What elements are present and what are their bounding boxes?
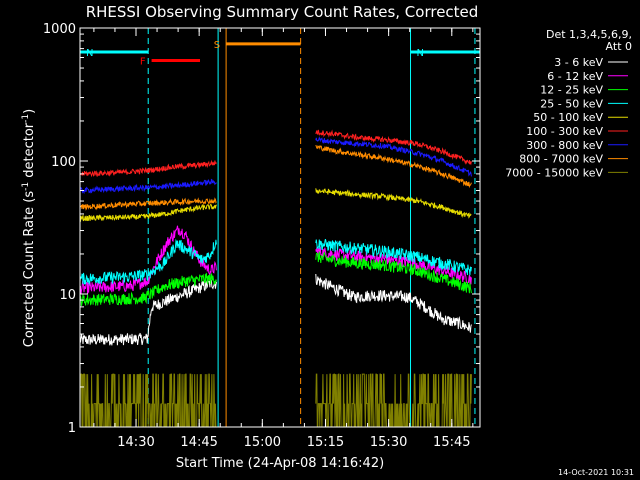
series-3-6-line-a xyxy=(79,278,217,346)
legend-label-4: 25 - 50 keV xyxy=(540,97,603,110)
y-tick-label-1: 1 xyxy=(68,421,76,436)
annotation-label-4: S xyxy=(214,40,220,51)
y-tick-label-2: 10 xyxy=(59,288,76,303)
legend-label-9: 7000 - 15000 keV xyxy=(505,166,603,179)
data-layer: F N N S xyxy=(79,28,480,428)
y-axis-label: Corrected Count Rate (s-1 detector-1) xyxy=(21,109,37,347)
series-100-300-line-b xyxy=(315,129,472,166)
series-25-50-line-b xyxy=(315,238,472,276)
series-300-800-line-b xyxy=(315,136,472,177)
x-tick-label-5: 15:30 xyxy=(370,435,407,450)
y-label-part-2: detector xyxy=(22,122,37,182)
series-50-100-line-a xyxy=(79,203,217,223)
legend-header-line2: Att 0 xyxy=(606,40,632,53)
x-tick-label-2: 14:45 xyxy=(180,435,217,450)
series-800-7000-line-b xyxy=(315,144,472,189)
series-6-12-line-b xyxy=(315,246,472,285)
plot-frame xyxy=(79,27,481,428)
y-tick-label-3: 100 xyxy=(51,155,76,170)
legend-label-3: 12 - 25 keV xyxy=(540,84,603,97)
legend-label-5: 50 - 100 keV xyxy=(533,111,603,124)
annotation-label-1: F xyxy=(140,56,146,67)
series-12-25-line-a xyxy=(79,272,217,306)
legend-label-1: 3 - 6 keV xyxy=(554,56,603,69)
x-tick-label-6: 15:45 xyxy=(433,435,470,450)
legend-label-8: 800 - 7000 keV xyxy=(519,153,603,166)
chart-title: RHESSI Observing Summary Count Rates, Co… xyxy=(86,3,479,21)
annotation-label-2: N xyxy=(86,48,93,59)
x-tick-label-4: 15:15 xyxy=(307,435,344,450)
series-3-6-line-b xyxy=(315,273,472,333)
x-axis-label: Start Time (24-Apr-08 14:16:42) xyxy=(176,456,384,471)
series-50-100-line-b xyxy=(315,188,472,219)
series-12-25-line-b xyxy=(315,251,472,294)
series-800-7000-line-a xyxy=(79,197,217,211)
legend-label-6: 100 - 300 keV xyxy=(526,125,603,138)
series-300-800-line-a xyxy=(79,178,217,195)
footer-timestamp: 14-Oct-2021 10:31 xyxy=(558,468,634,477)
series-100-300-line-a xyxy=(79,159,217,178)
x-tick-label-1: 14:30 xyxy=(117,435,154,450)
y-label-sup-2: -1 xyxy=(21,114,31,123)
series-25-50-line-a xyxy=(79,238,217,286)
x-tick-label-3: 15:00 xyxy=(244,435,281,450)
y-label-part-3: ) xyxy=(22,109,37,114)
legend-label-2: 6 - 12 keV xyxy=(547,70,603,83)
legend-header-line1: Det 1,3,4,5,6,9, xyxy=(546,28,632,41)
series-7000-15000-line-a xyxy=(79,373,217,428)
y-label-sup-1: -1 xyxy=(21,182,31,191)
legend-label-7: 300 - 800 keV xyxy=(526,139,603,152)
y-tick-label-4: 1000 xyxy=(43,22,76,37)
series-7000-15000-line-b xyxy=(315,373,472,428)
annotation-label-3: N xyxy=(417,48,424,59)
axes: 1 10 100 1000 14:30 14:45 15:00 15:15 15:30 15:45 xyxy=(43,22,480,450)
y-label-part-1: Corrected Count Rate (s xyxy=(22,191,37,348)
